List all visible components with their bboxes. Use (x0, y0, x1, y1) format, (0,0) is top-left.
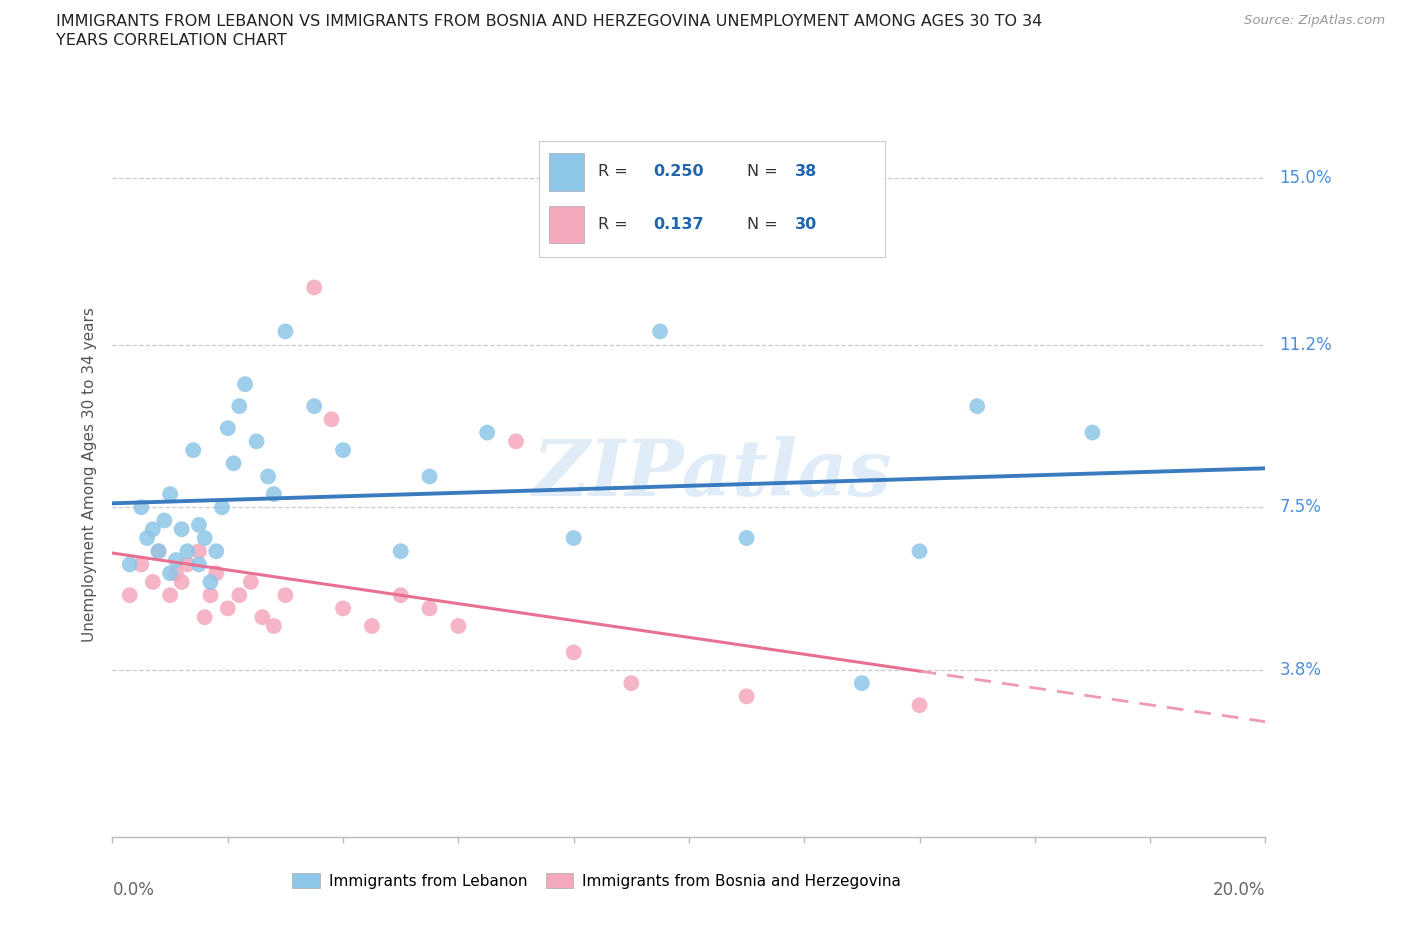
Point (153, 513, 176, 528)
Point (477, 425, 499, 440)
Point (200, 588, 222, 603)
Point (263, 486, 285, 501)
Text: 15.0%: 15.0% (1279, 168, 1331, 187)
Point (321, 412, 343, 427)
Point (222, 456, 245, 471)
Point (257, 469, 280, 484)
Point (419, 601, 441, 616)
Point (274, 588, 297, 603)
Point (142, 575, 165, 590)
Point (361, 618, 384, 633)
Point (159, 486, 181, 501)
Point (735, 689, 758, 704)
Point (142, 522, 165, 537)
Point (228, 399, 250, 414)
Point (165, 565, 187, 580)
Point (419, 469, 441, 484)
Text: 20.0%: 20.0% (1213, 881, 1265, 898)
Point (851, 676, 873, 691)
Point (188, 557, 211, 572)
Point (908, 698, 931, 712)
Point (148, 544, 170, 559)
Text: 0.0%: 0.0% (112, 881, 155, 898)
Text: YEARS CORRELATION CHART: YEARS CORRELATION CHART (56, 33, 287, 47)
Point (188, 544, 211, 559)
Y-axis label: Unemployment Among Ages 30 to 34 years: Unemployment Among Ages 30 to 34 years (82, 307, 97, 642)
Point (181, 443, 204, 458)
Point (304, 399, 326, 414)
Point (165, 552, 187, 567)
Text: Source: ZipAtlas.com: Source: ZipAtlas.com (1244, 14, 1385, 27)
Point (332, 443, 354, 458)
Legend: Immigrants from Lebanon, Immigrants from Bosnia and Herzegovina: Immigrants from Lebanon, Immigrants from… (285, 867, 907, 895)
Point (205, 544, 228, 559)
Point (159, 565, 181, 580)
Point (217, 420, 239, 435)
Point (148, 544, 170, 559)
Point (159, 588, 181, 603)
Point (263, 618, 285, 633)
Point (211, 499, 233, 514)
Text: 11.2%: 11.2% (1279, 336, 1331, 353)
Text: 3.8%: 3.8% (1279, 661, 1322, 679)
Point (194, 531, 217, 546)
Point (129, 499, 153, 514)
Point (1081, 425, 1104, 440)
Point (246, 434, 269, 449)
Point (176, 544, 198, 559)
Point (170, 522, 193, 537)
Point (170, 575, 193, 590)
Point (239, 575, 262, 590)
Text: IMMIGRANTS FROM LEBANON VS IMMIGRANTS FROM BOSNIA AND HERZEGOVINA UNEMPLOYMENT A: IMMIGRANTS FROM LEBANON VS IMMIGRANTS FR… (56, 14, 1042, 29)
Point (620, 676, 643, 691)
Point (217, 601, 239, 616)
Point (194, 610, 217, 625)
Point (389, 544, 412, 559)
Point (129, 557, 153, 572)
Point (505, 434, 527, 449)
Text: ZIPatlas: ZIPatlas (533, 436, 891, 512)
Point (389, 588, 412, 603)
Point (136, 531, 159, 546)
Point (205, 565, 228, 580)
Point (735, 531, 758, 546)
Point (966, 399, 988, 414)
Point (200, 575, 222, 590)
Point (562, 644, 585, 659)
Point (188, 517, 211, 532)
Point (118, 588, 141, 603)
Point (176, 557, 198, 572)
Point (562, 531, 585, 546)
Point (304, 280, 326, 295)
Text: 7.5%: 7.5% (1279, 498, 1322, 516)
Point (332, 601, 354, 616)
Point (447, 618, 470, 633)
Point (908, 544, 931, 559)
Point (650, 324, 672, 339)
Point (274, 324, 297, 339)
Point (233, 377, 256, 392)
Point (228, 588, 250, 603)
Point (118, 557, 141, 572)
Point (252, 610, 274, 625)
